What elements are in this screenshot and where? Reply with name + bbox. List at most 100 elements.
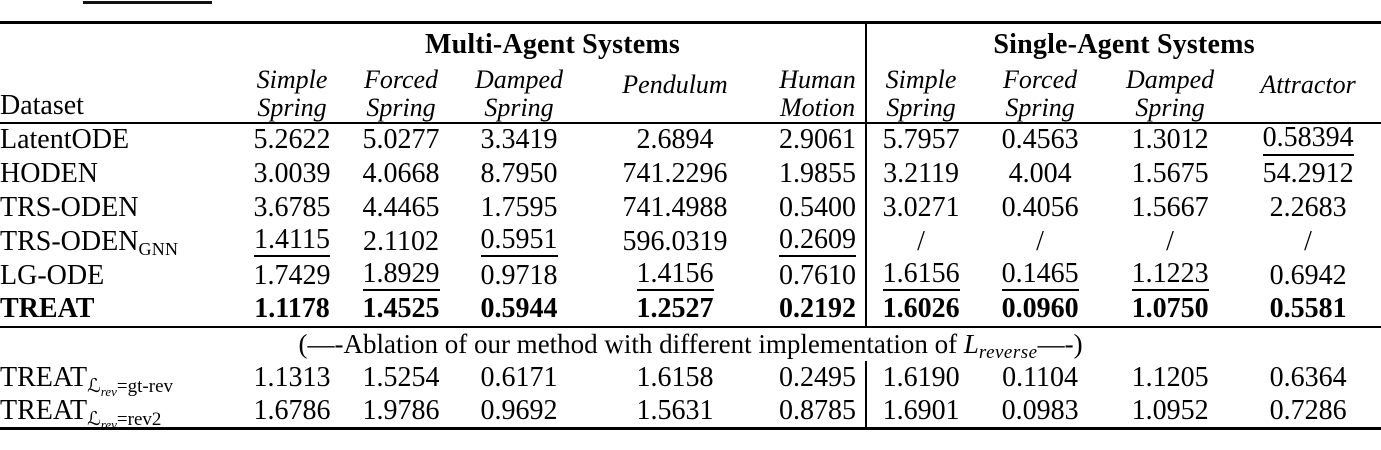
column-header-row: Simple Spring Forced Spring Damped Spring P… <box>0 60 1381 124</box>
table-cell: 8.7950 <box>458 157 580 191</box>
cell-value: 1.1313 <box>253 361 331 393</box>
cell-value: 1.5675 <box>1131 157 1209 189</box>
table-cell: 0.2192 <box>770 292 868 327</box>
table-cell: 1.3012 <box>1105 123 1235 157</box>
table-cell: 5.2622 <box>240 123 344 157</box>
table-cell: 1.0952 <box>1105 394 1236 430</box>
table-cell: 0.2495 <box>770 360 868 395</box>
cell-value: 2.1102 <box>363 225 439 257</box>
cell-value: 5.0277 <box>362 124 440 155</box>
cell-value: 0.6171 <box>480 361 558 393</box>
table-cell: 2.1102 <box>344 225 458 259</box>
table-cell: 3.3419 <box>458 123 580 157</box>
column-header-sa-simple-spring: Simple Spring <box>866 60 976 124</box>
cell-value: / <box>1036 225 1044 257</box>
table-cell: 2.9061 <box>770 122 868 157</box>
cell-value: / <box>1166 225 1174 257</box>
cell-value: 4.4465 <box>362 191 440 223</box>
cell-value: 1.8929 <box>362 259 440 292</box>
column-header-ma-forced-spring: Forced Spring <box>344 60 458 124</box>
cell-value: 1.4525 <box>362 293 440 324</box>
cell-value: 2.9061 <box>779 124 857 155</box>
table-cell: 1.5675 <box>1105 157 1235 191</box>
table-cell: 4.0668 <box>344 157 458 191</box>
row-label: TREATℒrev=rev2 <box>0 394 240 431</box>
table-cell: 0.5951 <box>458 225 580 259</box>
cell-value: 0.8785 <box>779 394 857 426</box>
table-header: Dataset Multi-Agent Systems Single-Agent… <box>0 21 1381 124</box>
row-label: TRS-ODEN <box>0 191 139 223</box>
cell-value: 1.5667 <box>1131 191 1209 223</box>
table-cell: 2.2683 <box>1235 191 1381 225</box>
cell-value: 1.6158 <box>636 361 714 393</box>
table-cell: 1.1223 <box>1105 259 1235 293</box>
table-cell: 596.0319 <box>580 225 770 259</box>
cell-value: 0.9692 <box>480 394 558 426</box>
cell-value: 0.5944 <box>480 293 558 324</box>
table-cell: 1.5631 <box>580 394 770 430</box>
row-label: LatentODE <box>0 124 130 155</box>
cell-value: 3.6785 <box>253 191 331 223</box>
cell-value: / <box>1304 225 1312 257</box>
cell-value: 0.58394 <box>1262 124 1354 156</box>
cell-value: 596.0319 <box>622 225 728 257</box>
cell-value: 1.5631 <box>636 394 714 426</box>
table-cell: 1.6901 <box>866 394 976 430</box>
cell-value: 0.5581 <box>1269 293 1347 324</box>
table-cell: 3.2119 <box>866 157 975 191</box>
table-row: TRS-ODENGNN 1.4115 2.1102 0.5951 596.0319 0.2… <box>0 224 1381 259</box>
table-cell: 0.5581 <box>1235 293 1381 327</box>
table-body: LatentODE 5.2622 5.0277 3.3419 2.6894 2.9061 5… <box>0 122 1381 431</box>
column-header-ma-damped-spring: Damped Spring <box>458 60 580 124</box>
column-header-attractor: Attractor <box>1235 60 1381 124</box>
cell-value: 2.2683 <box>1269 191 1347 223</box>
cell-value: 54.2912 <box>1262 157 1354 189</box>
cell-value: 1.0952 <box>1131 394 1209 426</box>
table-cell: 1.4525 <box>344 293 458 327</box>
table-cell: 0.5944 <box>458 293 580 327</box>
cell-value: 0.5951 <box>480 225 558 258</box>
cell-value: 741.4988 <box>622 191 728 223</box>
table-cell: 1.1205 <box>1105 361 1235 395</box>
cell-value: 0.2609 <box>779 225 857 258</box>
cell-value: 0.1104 <box>1002 361 1079 393</box>
cell-value: 0.0960 <box>1001 293 1079 324</box>
cell-value: 0.2192 <box>779 293 857 324</box>
table-cell: 5.7957 <box>866 123 975 157</box>
cell-value: 1.5254 <box>362 361 440 393</box>
row-label: HODEN <box>0 157 98 189</box>
cell-value: 0.2495 <box>779 361 857 393</box>
table-cell: 1.8929 <box>344 259 458 293</box>
table-cell: 1.1313 <box>240 361 344 395</box>
cell-value: 3.3419 <box>480 124 558 155</box>
cell-value: 0.6942 <box>1269 259 1347 291</box>
cell-value: 1.1178 <box>254 293 330 324</box>
table-cell: 0.1104 <box>975 361 1105 395</box>
cell-value: 1.6026 <box>882 293 960 324</box>
table-cell: 3.6785 <box>240 191 344 225</box>
cell-value: 1.6786 <box>253 394 331 426</box>
table-cell: 0.4563 <box>975 123 1105 157</box>
cell-value: 2.6894 <box>636 124 714 155</box>
table-cell: 0.8785 <box>770 394 868 430</box>
row-label: TREAT <box>0 293 95 324</box>
group-header-multi-agent: Multi-Agent Systems <box>240 21 868 61</box>
table-cell: 0.9692 <box>458 394 580 430</box>
table-row: TRS-ODEN 3.6785 4.4465 1.7595 741.4988 0.5400… <box>0 190 1381 225</box>
cell-value: 5.7957 <box>882 124 960 155</box>
table-cell: 3.0271 <box>866 191 975 225</box>
group-header-single-agent: Single-Agent Systems <box>866 21 1381 61</box>
cell-value: 1.9855 <box>779 157 857 189</box>
table-cell: 4.4465 <box>344 191 458 225</box>
cell-value: 3.2119 <box>883 157 960 189</box>
cell-value: 0.0983 <box>1001 394 1079 426</box>
cell-value: 0.9718 <box>480 259 558 291</box>
table-cell: 1.6156 <box>866 259 975 293</box>
cell-value: 1.0750 <box>1131 293 1209 324</box>
table-cell: 0.4056 <box>975 191 1105 225</box>
table-cell: 0.9718 <box>458 259 580 293</box>
cell-value: 0.7610 <box>779 259 857 291</box>
results-table: Dataset Multi-Agent Systems Single-Agent… <box>0 21 1381 431</box>
table-cell: 0.6942 <box>1235 259 1381 293</box>
